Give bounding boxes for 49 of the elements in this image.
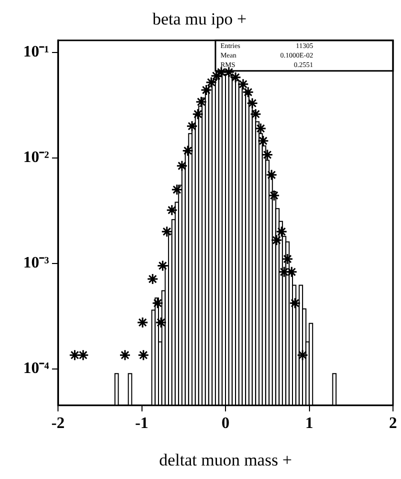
point xyxy=(136,316,148,328)
point xyxy=(155,316,167,328)
point xyxy=(276,226,288,238)
point xyxy=(166,204,178,216)
point xyxy=(242,86,254,98)
point xyxy=(289,297,301,309)
point xyxy=(186,120,198,132)
point xyxy=(268,190,280,202)
point xyxy=(286,266,298,278)
point xyxy=(182,144,194,156)
point xyxy=(250,108,262,120)
point xyxy=(156,260,168,272)
point xyxy=(237,78,249,90)
point xyxy=(119,349,131,361)
x-axis-title: deltat muon mass + xyxy=(159,450,292,470)
point xyxy=(171,184,183,196)
point xyxy=(206,76,218,88)
point xyxy=(296,349,308,361)
point xyxy=(254,122,266,134)
point xyxy=(69,349,80,361)
y-tick-label: 10⁻⁴ xyxy=(23,360,50,377)
point xyxy=(210,70,222,82)
x-tick-label: 1 xyxy=(305,415,314,432)
point xyxy=(230,72,242,84)
x-tick-label: 2 xyxy=(389,415,397,432)
x-tick-label: -1 xyxy=(135,415,148,432)
point xyxy=(270,234,282,246)
point xyxy=(200,84,212,96)
point xyxy=(246,97,258,109)
x-tick-label: 0 xyxy=(222,415,230,432)
point xyxy=(282,253,294,265)
x-tick-label: -2 xyxy=(51,415,65,432)
y-tick-label: 10⁻³ xyxy=(23,254,50,272)
y-tick-label: 10⁻² xyxy=(23,149,50,166)
y-tick-label: 10⁻¹ xyxy=(23,44,50,61)
point xyxy=(192,108,204,120)
chart-title: beta mu ipo + xyxy=(152,10,247,29)
point xyxy=(152,297,164,309)
point xyxy=(195,96,207,108)
point xyxy=(138,349,150,361)
point xyxy=(146,273,158,285)
point xyxy=(77,349,89,361)
point xyxy=(176,160,188,172)
point xyxy=(262,149,274,161)
point xyxy=(161,226,173,238)
point xyxy=(216,66,228,78)
point xyxy=(257,135,269,147)
point xyxy=(266,169,278,181)
point xyxy=(278,266,290,278)
